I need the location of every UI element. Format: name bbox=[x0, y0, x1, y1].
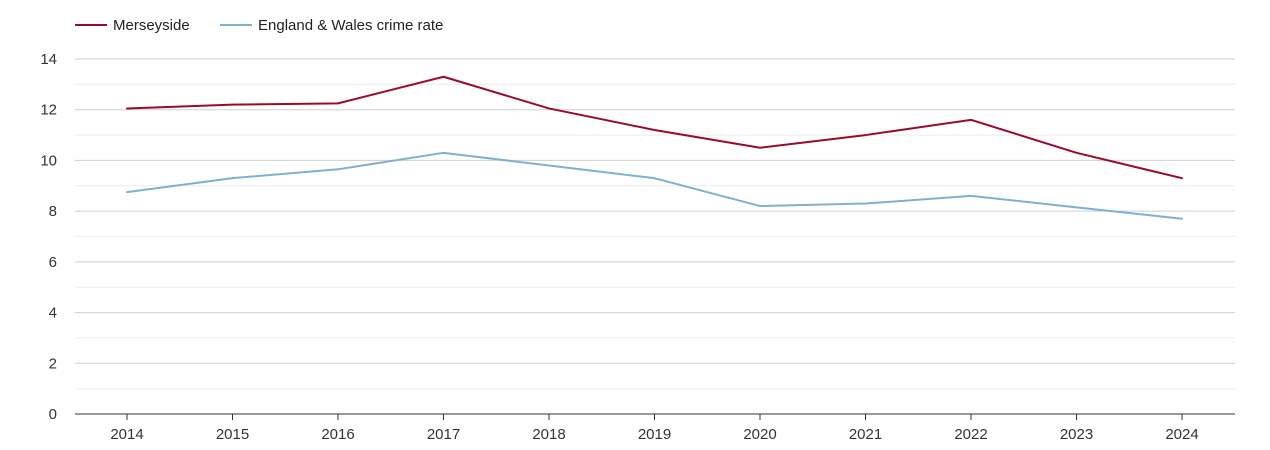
x-tick-label: 2019 bbox=[638, 426, 671, 443]
series-line-england-wales bbox=[126, 151, 1183, 220]
y-tick-label: 8 bbox=[49, 203, 57, 220]
legend: Merseyside England & Wales crime rate bbox=[75, 17, 443, 34]
series-line-merseyside bbox=[126, 75, 1183, 180]
y-axis: 0 2 4 6 8 10 12 14 bbox=[40, 51, 57, 423]
x-tick-label: 2021 bbox=[849, 426, 882, 443]
y-tick-label: 10 bbox=[40, 152, 57, 169]
x-tick-label: 2022 bbox=[954, 426, 987, 443]
y-tick-label: 6 bbox=[49, 254, 57, 271]
x-tick-label: 2018 bbox=[532, 426, 565, 443]
series-group bbox=[126, 75, 1183, 220]
x-tick-label: 2014 bbox=[110, 426, 143, 443]
gridlines bbox=[75, 58, 1235, 390]
x-tick-label: 2016 bbox=[321, 426, 354, 443]
y-tick-label: 0 bbox=[49, 406, 57, 423]
y-tick-label: 4 bbox=[49, 305, 57, 322]
x-tick-label: 2023 bbox=[1060, 426, 1093, 443]
x-tick-label: 2020 bbox=[743, 426, 776, 443]
x-tick-label: 2017 bbox=[427, 426, 460, 443]
y-tick-label: 2 bbox=[49, 355, 57, 372]
x-axis: 2014 2015 2016 2017 2018 2019 2020 2021 2022 2023… bbox=[75, 413, 1235, 443]
y-tick-label: 12 bbox=[40, 102, 57, 119]
x-tick-label: 2015 bbox=[216, 426, 249, 443]
legend-label: England & Wales crime rate bbox=[258, 17, 443, 34]
x-tick-label: 2024 bbox=[1165, 426, 1198, 443]
y-tick-label: 14 bbox=[40, 51, 57, 68]
legend-label: Merseyside bbox=[113, 17, 190, 34]
